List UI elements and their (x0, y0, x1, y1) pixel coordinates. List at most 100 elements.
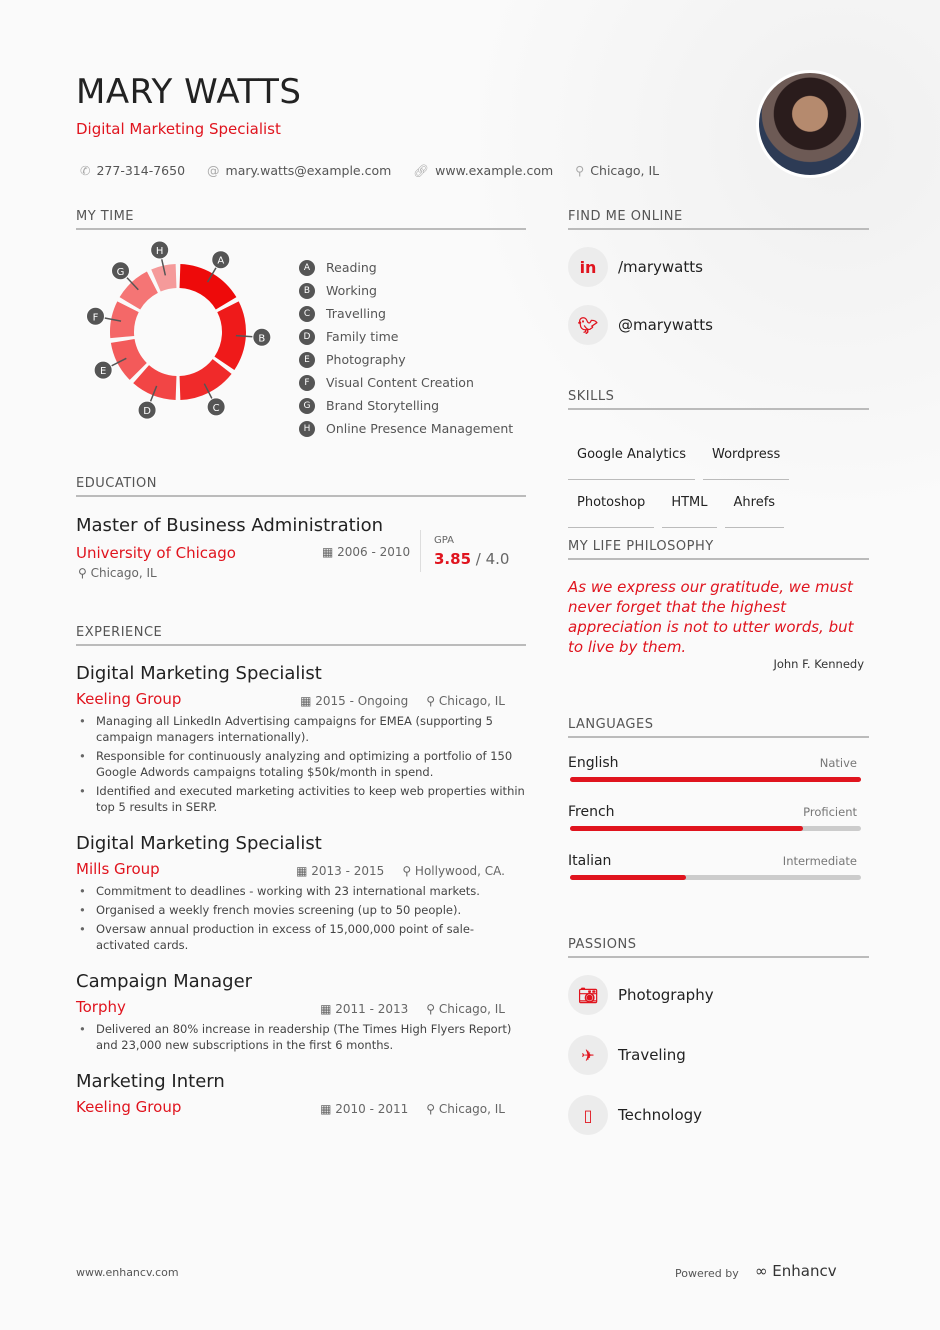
job-bullets: Delivered an 80% increase in readership … (76, 1021, 526, 1056)
legend-label: Reading (326, 260, 377, 275)
passion-label: Technology (618, 1106, 703, 1124)
job-role: Campaign Manager (76, 971, 253, 992)
language-level: Proficient (803, 805, 857, 819)
job-meta: ▦ 2015 - Ongoing ⚲ Chicago, IL (300, 694, 505, 708)
job-location: Chicago, IL (438, 694, 505, 708)
job-dates: 2015 - Ongoing (315, 694, 409, 708)
enhancv-logo[interactable]: ∞ Enhancv (755, 1262, 837, 1280)
donut-segment-H (151, 264, 177, 292)
donut-label: G (117, 267, 125, 278)
section-languages: LANGUAGES (568, 717, 869, 738)
language-item: English Native (568, 755, 861, 782)
languages-list: English Native French Proficient Italian Inte… (568, 755, 861, 902)
job-company: Torphy (76, 998, 126, 1016)
website[interactable]: www.example.com (435, 163, 554, 178)
linkedin-link[interactable]: in/marywatts (568, 247, 703, 287)
camera-icon: 📷︎ (568, 975, 608, 1015)
skills-list: Google Analytics Wordpress Photoshop HTML Ah… (568, 432, 868, 528)
location-icon: ⚲ (402, 864, 415, 878)
gpa-label: GPA (434, 535, 454, 546)
plane-icon: ✈︎ (568, 1035, 608, 1075)
phone-icon: ✆ (80, 163, 91, 178)
twitter-icon: 🐦︎ (568, 305, 608, 345)
job-company: Keeling Group (76, 690, 182, 708)
candidate-name: MARY WATTS (76, 72, 302, 112)
language-bar (570, 875, 861, 880)
location-icon: ⚲ (78, 566, 91, 580)
legend-badge: H (299, 420, 315, 437)
section-find-me-online: FIND ME ONLINE (568, 209, 869, 230)
section-education: EDUCATION (76, 476, 526, 497)
phone: 277-314-7650 (96, 163, 186, 178)
job-bullet: Delivered an 80% increase in readership … (76, 1021, 526, 1053)
job-role: Digital Marketing Specialist (76, 663, 322, 684)
job-role: Marketing Intern (76, 1071, 225, 1092)
legend-label: Online Presence Management (326, 421, 514, 436)
legend-badge: B (299, 282, 315, 299)
donut-label: A (217, 256, 224, 267)
legend-badge: E (299, 351, 315, 368)
donut-segment-G (119, 271, 158, 310)
time-donut-chart: A B C D E F G H (85, 240, 272, 420)
skill-tag: HTML (662, 480, 717, 528)
edu-location: Chicago, IL (90, 566, 157, 580)
donut-label: B (258, 333, 265, 344)
job-bullet: Identified and executed marketing activi… (76, 783, 526, 815)
job-location: Chicago, IL (438, 1002, 505, 1016)
time-legend: A Reading B Working C Travelling D Family time E… (299, 256, 513, 440)
legend-badge: A (299, 259, 315, 276)
calendar-icon: ▦ (320, 1002, 336, 1016)
legend-label: Brand Storytelling (326, 398, 440, 413)
calendar-icon: ▦ (322, 545, 338, 559)
profile-photo (756, 70, 864, 178)
location-icon: ⚲ (426, 1102, 439, 1116)
job-meta: ▦ 2013 - 2015 ⚲ Hollywood, CA. (296, 864, 505, 878)
link-icon: 🔗︎ (413, 163, 430, 178)
email[interactable]: mary.watts@example.com (225, 163, 392, 178)
donut-label: F (93, 312, 99, 323)
quote-author: John F. Kennedy (773, 657, 864, 671)
calendar-icon: ▦ (296, 864, 312, 878)
twitter-link[interactable]: 🐦︎ @marywatts (568, 305, 713, 345)
donut-segment-E (110, 339, 147, 380)
skill-tag: Ahrefs (724, 480, 785, 528)
donut-segment-B (214, 301, 246, 371)
job-bullet: Commitment to deadlines - working with 2… (76, 883, 526, 899)
quote: As we express our gratitude, we must nev… (568, 578, 854, 656)
language-item: French Proficient (568, 804, 861, 831)
section-philosophy: MY LIFE PHILOSOPHY (568, 539, 869, 560)
donut-label-badge (252, 327, 272, 347)
donut-label: C (213, 403, 220, 414)
skill-tag: Wordpress (703, 432, 790, 480)
location-icon: ⚲ (426, 1002, 439, 1016)
passion-item: ▯ Technology (568, 1095, 702, 1135)
job-meta: ▦ 2010 - 2011 ⚲ Chicago, IL (320, 1102, 505, 1116)
skill-tag: Photoshop (568, 480, 655, 528)
job-company: Mills Group (76, 860, 160, 878)
legend-badge: D (299, 328, 315, 345)
linkedin-icon: in (568, 247, 608, 287)
language-level: Native (819, 756, 857, 770)
legend-label: Family time (326, 329, 399, 344)
passion-item: ✈︎ Traveling (568, 1035, 686, 1075)
language-bar-fill (570, 826, 803, 831)
donut-label-badge (93, 360, 113, 380)
job-bullet: Managing all LinkedIn Advertising campai… (76, 713, 526, 745)
legend-label: Travelling (326, 306, 386, 321)
donut-segment-D (133, 365, 177, 400)
donut-label-badge (206, 397, 226, 417)
legend-badge: F (299, 374, 315, 391)
job-company: Keeling Group (76, 1098, 182, 1116)
powered-by: Powered by (675, 1267, 739, 1280)
job-dates: 2011 - 2013 (335, 1002, 409, 1016)
section-my-time: MY TIME (76, 209, 526, 230)
donut-label-badge (150, 240, 170, 260)
footer-site[interactable]: www.enhancv.com (76, 1266, 179, 1279)
language-bar (570, 826, 861, 831)
school: University of Chicago (76, 544, 236, 562)
contact-row: ✆ 277-314-7650 @ mary.watts@example.com 🔗︎… (80, 163, 659, 179)
donut-label-badge (110, 261, 130, 281)
job-dates: 2010 - 2011 (335, 1102, 409, 1116)
candidate-title: Digital Marketing Specialist (76, 120, 281, 138)
location: Chicago, IL (590, 163, 660, 178)
